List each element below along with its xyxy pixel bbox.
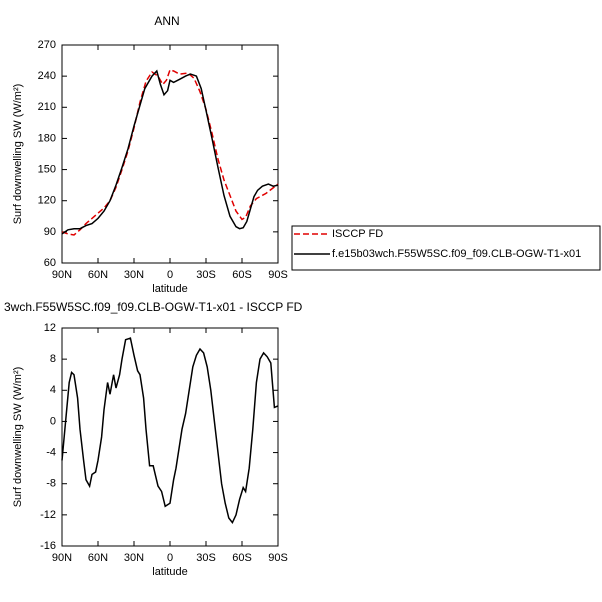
x-axis-label: latitude xyxy=(152,283,187,295)
y-tick-label: 12 xyxy=(44,322,56,334)
y-tick-label: 0 xyxy=(50,415,56,427)
legend-label: ISCCP FD xyxy=(332,228,383,240)
x-tick-label: 30N xyxy=(124,552,144,564)
line-series xyxy=(61,337,279,525)
x-axis-label: latitude xyxy=(152,566,187,578)
y-tick-label: -16 xyxy=(40,540,56,552)
plot-frame xyxy=(61,44,279,264)
y-axis-label: Surf downwelling SW (W/m²) xyxy=(12,367,24,508)
x-tick-label: 0 xyxy=(167,269,173,281)
legend-box xyxy=(291,225,601,271)
line-series xyxy=(61,68,279,236)
y-tick-label: 4 xyxy=(50,384,56,396)
y-tick-label: 150 xyxy=(38,163,56,175)
x-tick-label: 60N xyxy=(88,269,108,281)
x-tick-label: 0 xyxy=(167,552,173,564)
x-tick-label: 90S xyxy=(268,552,288,564)
y-tick-label: 180 xyxy=(38,132,56,144)
x-tick-label: 90N xyxy=(52,552,72,564)
y-tick-label: 90 xyxy=(44,226,56,238)
y-axis-label: Surf downwelling SW (W/m²) xyxy=(12,84,24,225)
y-tick-label: 120 xyxy=(38,195,56,207)
x-tick-label: 60S xyxy=(232,269,252,281)
x-tick-label: 30S xyxy=(196,269,216,281)
y-tick-label: -4 xyxy=(46,446,56,458)
x-tick-label: 90S xyxy=(268,269,288,281)
line-series xyxy=(61,69,279,235)
y-tick-label: 270 xyxy=(38,39,56,51)
x-tick-label: 90N xyxy=(52,269,72,281)
x-tick-label: 60N xyxy=(88,552,108,564)
plot-frame xyxy=(61,327,279,547)
y-tick-label: 8 xyxy=(50,353,56,365)
chart-title: ANN xyxy=(154,14,179,28)
chart-title: 3wch.F55W5SC.f09_f09.CLB-OGW-T1-x01 - IS… xyxy=(4,300,303,314)
y-tick-label: 210 xyxy=(38,101,56,113)
x-tick-label: 30N xyxy=(124,269,144,281)
y-tick-label: 60 xyxy=(44,257,56,269)
y-tick-label: -12 xyxy=(40,509,56,521)
x-tick-label: 30S xyxy=(196,552,216,564)
x-tick-label: 60S xyxy=(232,552,252,564)
legend-label: f.e15b03wch.F55W5SC.f09_f09.CLB-OGW-T1-x… xyxy=(332,248,581,260)
y-tick-label: -8 xyxy=(46,478,56,490)
y-tick-label: 240 xyxy=(38,70,56,82)
